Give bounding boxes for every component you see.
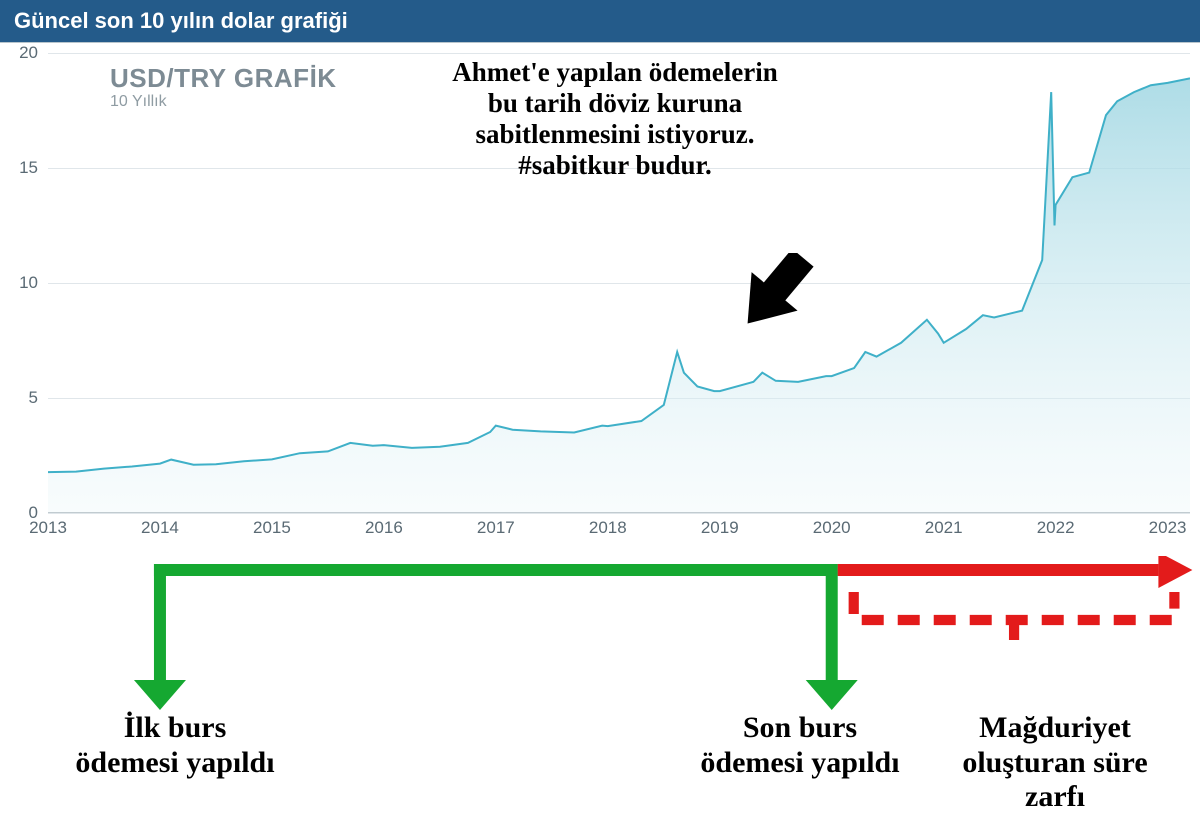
arrow-black-icon — [740, 253, 840, 353]
x-tick-label: 2019 — [701, 518, 739, 538]
timeline-label-first: İlk burs ödemesi yapıldı — [75, 711, 275, 780]
timeline-green-stem-1 — [154, 564, 166, 684]
timeline-green-bar — [154, 564, 838, 576]
y-tick-label: 20 — [8, 43, 38, 63]
header-bar: Güncel son 10 yılın dolar grafiği — [0, 0, 1200, 43]
chart-area: USD/TRY GRAFİK 10 Yıllık 05101520 201320… — [0, 43, 1200, 543]
x-tick-label: 2015 — [253, 518, 291, 538]
gridline — [48, 513, 1190, 514]
timeline-red-bar — [838, 564, 1159, 576]
x-tick-label: 2022 — [1037, 518, 1075, 538]
timeline-red-tick — [1009, 620, 1019, 640]
annotation-text: Ahmet'e yapılan ödemelerin bu tarih dövi… — [450, 57, 780, 181]
y-tick-label: 15 — [8, 158, 38, 178]
timeline-green-stem-2 — [826, 564, 838, 684]
x-tick-label: 2018 — [589, 518, 627, 538]
y-tick-label: 5 — [8, 388, 38, 408]
y-tick-label: 10 — [8, 273, 38, 293]
header-title: Güncel son 10 yılın dolar grafiği — [14, 8, 348, 33]
x-tick-label: 2016 — [365, 518, 403, 538]
timeline-area: İlk burs ödemesi yapıldı Son burs ödemes… — [0, 556, 1200, 816]
x-tick-label: 2014 — [141, 518, 179, 538]
timeline-red-arrowhead — [1158, 556, 1192, 588]
x-tick-label: 2023 — [1149, 518, 1187, 538]
timeline-green-arrowhead-1 — [134, 680, 186, 710]
x-tick-label: 2013 — [29, 518, 67, 538]
timeline-red-bracket — [854, 592, 1175, 620]
timeline-label-grievance: Mağduriyet oluşturan süre zarfı — [935, 711, 1175, 815]
timeline-green-arrowhead-2 — [806, 680, 858, 710]
x-tick-label: 2020 — [813, 518, 851, 538]
timeline-label-last: Son burs ödemesi yapıldı — [695, 711, 905, 780]
x-tick-label: 2017 — [477, 518, 515, 538]
x-tick-label: 2021 — [925, 518, 963, 538]
